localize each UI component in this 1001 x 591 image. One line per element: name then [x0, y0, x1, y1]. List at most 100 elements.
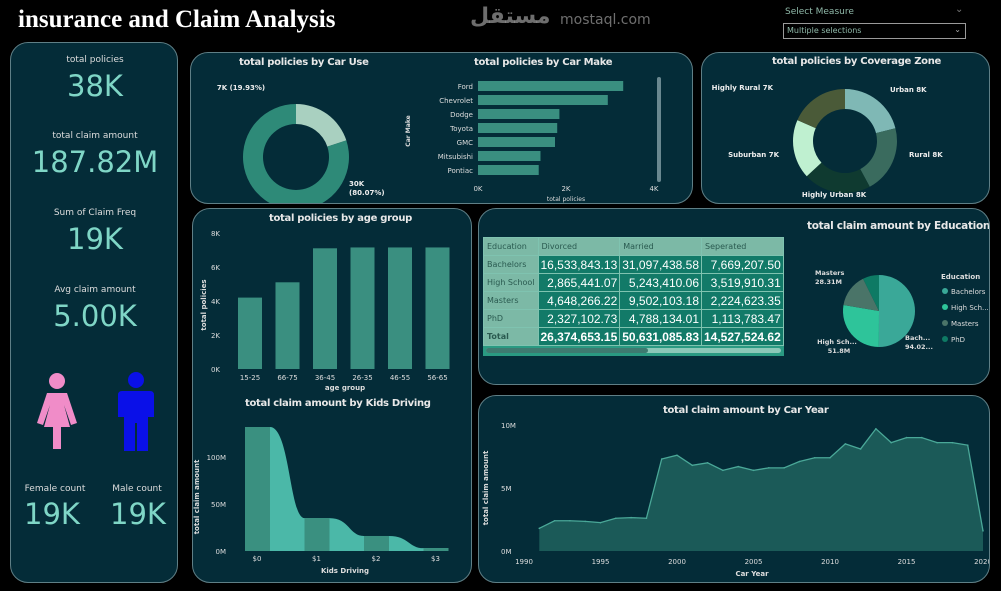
data-point — [722, 469, 724, 472]
data-label: Suburban 7K — [728, 151, 779, 159]
data-point — [890, 441, 892, 444]
data-point — [752, 469, 755, 472]
tick-label: 2005 — [745, 558, 763, 566]
data-point — [936, 441, 938, 444]
category-label: GMC — [457, 139, 473, 147]
tick-label: 0K — [473, 185, 482, 193]
data-label: Highly Rural 7K — [712, 84, 774, 92]
car-use-donut[interactable]: 7K (19.93%) 30K(80.07%) — [191, 53, 391, 204]
category-label: $1 — [312, 555, 321, 563]
data-point — [691, 464, 694, 467]
pie-slice — [863, 275, 879, 311]
male-icon — [118, 372, 154, 451]
tick-label: 2000 — [668, 558, 686, 566]
horizontal-scrollbar[interactable] — [485, 348, 782, 354]
tick-label: 0K — [211, 366, 220, 374]
kpi-value: 19K — [67, 222, 123, 256]
legend-title: Education — [941, 273, 980, 281]
column-header[interactable]: Education — [483, 237, 539, 256]
cell: 26,374,653.15 — [537, 327, 621, 346]
legend-item: PhD — [951, 336, 965, 344]
car-year-area-chart[interactable]: 0M 5M 10M 1990 1995 2000 2005 2010 2015 2020 Car Y… — [479, 396, 990, 583]
bar — [238, 297, 262, 369]
category-label: 56-65 — [427, 374, 447, 382]
education-matrix[interactable]: Education Divorced Married Seperated Bachel… — [483, 237, 784, 356]
data-label: Rural 8K — [909, 151, 943, 159]
chart-title: total policies by age group — [269, 213, 413, 224]
measure-dropdown[interactable]: Multiple selections ⌄ — [783, 23, 966, 39]
tick-label: 100M — [207, 454, 226, 462]
male-count-label: Male count — [112, 484, 162, 494]
data-point — [798, 460, 801, 463]
cell: 9,502,103.18 — [619, 291, 702, 310]
bar — [304, 518, 330, 551]
data-point — [875, 427, 877, 430]
total-row: Total 26,374,653.15 50,631,085.83 14,527,52… — [483, 327, 784, 346]
data-point — [630, 516, 632, 519]
pie-slice — [243, 104, 349, 203]
kpi-label: Sum of Claim Freq — [53, 208, 137, 218]
data-label: Urban 8K — [890, 86, 927, 94]
legend-marker — [942, 288, 948, 294]
tick-label: 0M — [501, 548, 512, 556]
cell: 4,788,134.01 — [619, 309, 702, 328]
data-point — [783, 467, 785, 469]
axis-label: total claim amount — [193, 459, 201, 534]
data-point — [538, 527, 541, 530]
bar — [478, 123, 558, 133]
data-label: Bach... — [905, 334, 930, 342]
kpi-label: total claim amount — [52, 131, 138, 141]
data-point — [859, 448, 862, 450]
category-label: 66-75 — [277, 374, 297, 382]
data-point — [615, 517, 617, 520]
cell: 2,865,441.07 — [537, 273, 621, 292]
tick-label: 2020 — [974, 558, 990, 566]
category-label: 26-35 — [352, 374, 372, 382]
data-point — [768, 467, 770, 469]
data-point — [645, 517, 648, 520]
tick-label: 8K — [211, 230, 220, 238]
column-header[interactable]: Seperated — [701, 237, 784, 256]
watermark: mostaql.com — [560, 12, 651, 28]
car-year-panel: total claim amount by Car Year 0M 5M 10M 19… — [478, 395, 990, 583]
cell: 5,243,410.06 — [619, 273, 702, 292]
cell: 7,669,207.50 — [701, 255, 784, 274]
tick-label: 2K — [211, 332, 220, 340]
matrix-header: Education Divorced Married Seperated — [483, 237, 784, 256]
column-header[interactable]: Divorced — [537, 237, 621, 256]
axis-label: age group — [325, 384, 365, 392]
tick-label: 10M — [501, 422, 516, 430]
data-point — [569, 519, 571, 522]
cell: 4,648,266.22 — [537, 291, 621, 310]
bar — [425, 247, 450, 369]
age-bar-chart[interactable]: 0K 2K 4K 6K 8K 15-25 66-75 36-45 26-35 46-55 56-65… — [193, 223, 472, 399]
car-make-bar-chart[interactable]: Ford Chevrolet Dodge Toyota GMC Mitsubishi Pon… — [391, 53, 691, 204]
tick-label: 2015 — [898, 558, 916, 566]
bar — [478, 137, 555, 147]
pie-slice — [845, 89, 896, 134]
kpi-value: 38K — [67, 69, 123, 103]
column-header[interactable]: Married — [619, 237, 702, 256]
chevron-down-icon[interactable]: ⌄ — [955, 4, 964, 15]
scrollbar[interactable] — [657, 77, 661, 182]
category-label: 36-45 — [315, 374, 335, 382]
data-point — [966, 444, 969, 446]
age-kids-panel: total policies by age group 0K 2K 4K 6K 8K 15… — [192, 208, 472, 583]
category-label: Dodge — [450, 111, 473, 119]
chart-title: total policies by Car Use — [239, 57, 369, 68]
table-row: High School 2,865,441.07 5,243,410.06 3,519… — [483, 273, 784, 292]
category-label: $3 — [431, 555, 440, 563]
category-label: Pontiac — [447, 167, 473, 175]
table-row: Masters 4,648,266.22 9,502,103.18 2,224,623… — [483, 291, 784, 310]
category-label: 15-25 — [240, 374, 260, 382]
bar — [388, 247, 412, 369]
coverage-donut[interactable]: Urban 8K Rural 8K Highly Urban 8K Suburban … — [702, 53, 990, 204]
chart-title: total policies by Coverage Zone — [772, 56, 942, 67]
cell: 3,519,910.31 — [701, 273, 784, 292]
kids-area-chart[interactable]: 0M 50M 100M $0 $1 $2 $3 Kids Driving total claim… — [193, 409, 472, 583]
cell: 14,527,524.62 — [701, 327, 784, 346]
area — [245, 427, 449, 551]
cell: 2,224,623.35 — [701, 291, 784, 310]
data-label: (80.07%) — [349, 189, 385, 197]
